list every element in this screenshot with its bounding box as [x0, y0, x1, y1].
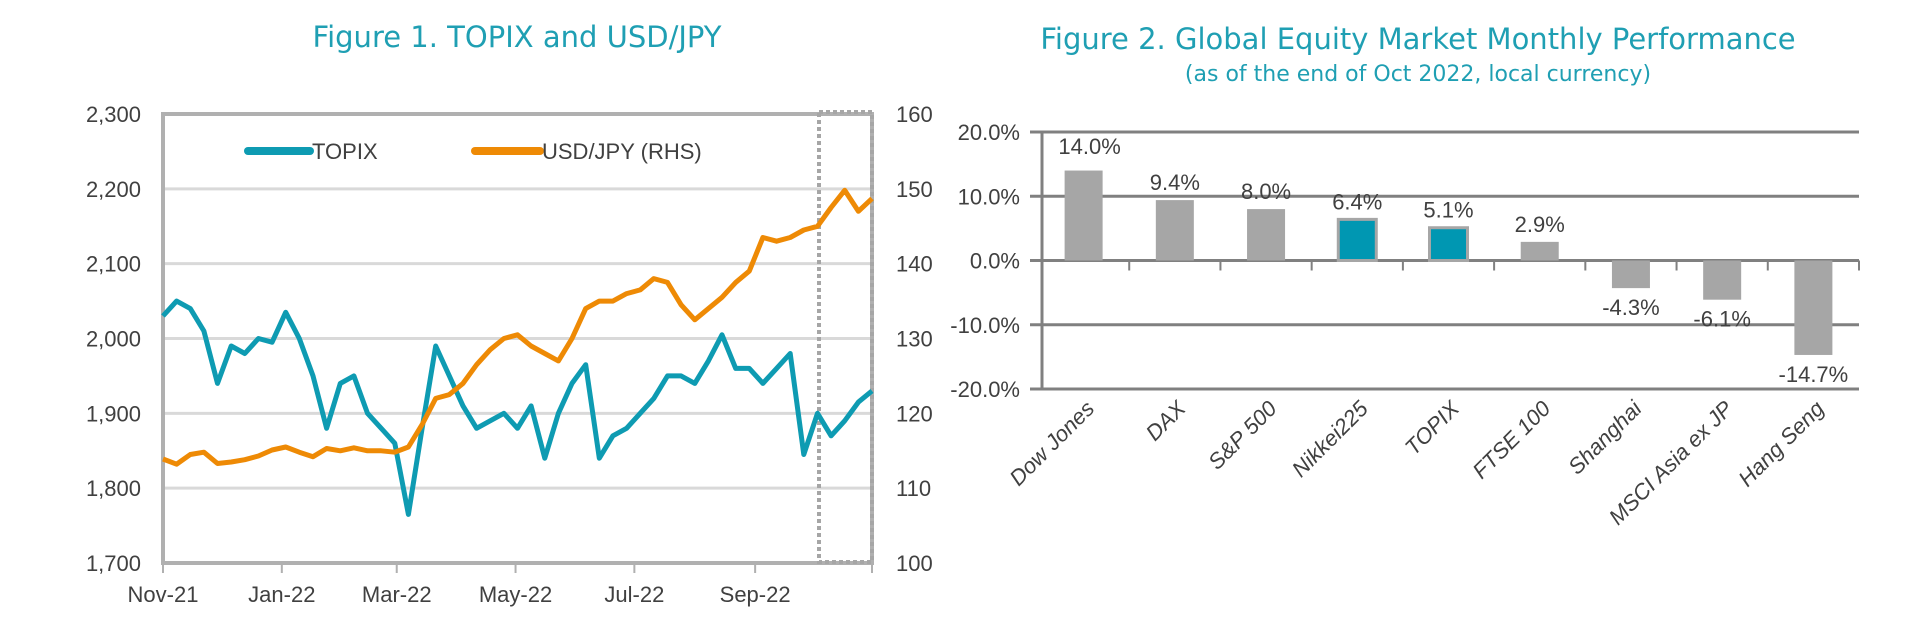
bar-hang-seng: [1794, 260, 1833, 355]
y-left-tick-label: 2,200: [86, 177, 141, 202]
x-tick-label: Nov-21: [128, 582, 199, 607]
bar-data-label: 9.4%: [1150, 170, 1200, 195]
category-label: TOPIX: [1400, 395, 1465, 460]
figure-1-title: Figure 1. TOPIX and USD/JPY: [312, 20, 722, 54]
bar-data-label: 14.0%: [1058, 134, 1120, 159]
bar-ftse-100: [1520, 241, 1559, 261]
y-right-tick-label: 100: [896, 551, 933, 576]
x-tick-label: May-22: [479, 582, 552, 607]
figure-2-subtitle: (as of the end of Oct 2022, local curren…: [1184, 62, 1652, 87]
legend-label-topix: TOPIX: [312, 139, 378, 164]
bar-msci-asia-ex-jp: [1703, 260, 1742, 300]
bar-data-label: -6.1%: [1693, 307, 1750, 332]
y-left-tick-label: 1,800: [86, 476, 141, 501]
y-left-tick-label: 2,000: [86, 327, 141, 352]
y-left-tick-label: 2,300: [86, 102, 141, 127]
bar-shanghai: [1611, 260, 1650, 289]
bar-topix: [1428, 226, 1469, 262]
y-tick-label: -10.0%: [950, 313, 1020, 338]
y-left-tick-label: 2,100: [86, 252, 141, 277]
bar-data-label: 6.4%: [1332, 189, 1382, 214]
y-tick-label: -20.0%: [950, 377, 1020, 402]
x-tick-label: Sep-22: [720, 582, 791, 607]
x-tick-label: Jan-22: [248, 582, 315, 607]
y-right-tick-label: 150: [896, 177, 933, 202]
y-right-tick-label: 140: [896, 252, 933, 277]
y-left-tick-label: 1,900: [86, 401, 141, 426]
category-label: Hang Seng: [1733, 395, 1829, 491]
y-left-tick-label: 1,700: [86, 551, 141, 576]
bar-data-label: 5.1%: [1423, 198, 1473, 223]
x-tick-label: Mar-22: [362, 582, 432, 607]
y-right-tick-label: 160: [896, 102, 933, 127]
y-tick-label: 20.0%: [958, 120, 1020, 145]
bar-dax: [1155, 200, 1194, 261]
series-line-topix: [161, 298, 874, 517]
series-line-usdjpy: [162, 187, 874, 467]
bar-nikkei225: [1336, 217, 1378, 263]
y-tick-label: 10.0%: [958, 184, 1020, 209]
bar-dow-jones: [1064, 170, 1103, 261]
category-label: Dow Jones: [1005, 396, 1100, 491]
legend-label-usdjpy: USD/JPY (RHS): [542, 139, 702, 164]
bar-data-label: 8.0%: [1241, 179, 1291, 204]
y-right-tick-label: 130: [896, 327, 933, 352]
bar-data-label: 2.9%: [1515, 212, 1565, 237]
figure-2-title: Figure 2. Global Equity Market Monthly P…: [1040, 22, 1796, 56]
bar-data-label: -4.3%: [1602, 295, 1659, 320]
category-label: FTSE 100: [1468, 395, 1556, 483]
bar-data-label: -14.7%: [1779, 362, 1849, 387]
y-tick-label: 0.0%: [970, 249, 1020, 274]
y-right-tick-label: 120: [896, 401, 933, 426]
category-label: DAX: [1141, 395, 1192, 446]
bar-s-p-500: [1247, 209, 1286, 261]
category-label: Shanghai: [1563, 395, 1647, 479]
category-label: S&P 500: [1203, 395, 1282, 474]
y-right-tick-label: 110: [896, 476, 931, 501]
category-label: Nikkei225: [1287, 395, 1374, 482]
x-tick-label: Jul-22: [604, 582, 664, 607]
plot-border: [161, 112, 874, 565]
highlight-box-dotted: [817, 110, 874, 564]
